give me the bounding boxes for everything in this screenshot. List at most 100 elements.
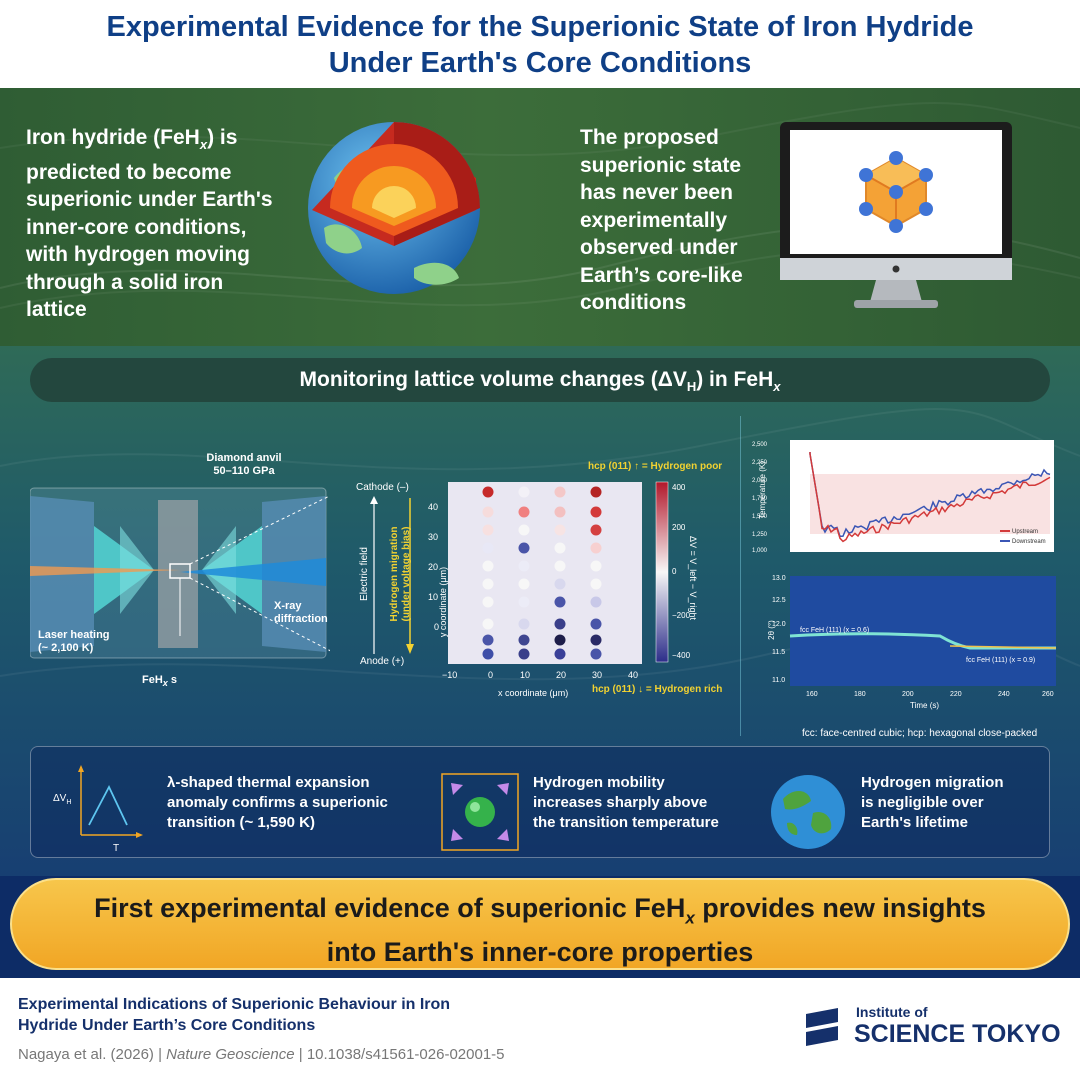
y-tick: 40 bbox=[428, 502, 438, 512]
map-dot bbox=[518, 618, 530, 630]
x-tick: 0 bbox=[488, 670, 493, 680]
xrd-x-tick: 240 bbox=[998, 691, 1010, 698]
findings-summary: ΔVH T λ-shaped thermal expansion anomaly … bbox=[30, 746, 1050, 858]
doi-link[interactable]: 10.1038/s41561-026-02001-5 bbox=[306, 1046, 505, 1063]
map-dot bbox=[518, 578, 530, 590]
lambda-x-axis-label: T bbox=[113, 843, 120, 854]
y-tick: 0 bbox=[434, 622, 439, 632]
y-axis-label: y coordinate (μm) bbox=[438, 566, 448, 638]
map-dot bbox=[518, 648, 530, 660]
footer: Experimental Indications of Superionic B… bbox=[0, 978, 1080, 1080]
xrd-y-tick: 11.0 bbox=[772, 677, 785, 684]
temp-y-tick: 1,250 bbox=[752, 532, 768, 538]
diamond-anvil-diagram bbox=[30, 487, 330, 659]
title-line-1: Experimental Evidence for the Superionic… bbox=[106, 11, 974, 43]
x-tick: 20 bbox=[556, 670, 566, 680]
logo-science-tokyo: SCIENCE TOKYO bbox=[854, 1020, 1061, 1048]
colorbar-tick: 200 bbox=[672, 523, 686, 532]
x-tick: 30 bbox=[592, 670, 602, 680]
xrd-x-tick: 180 bbox=[854, 691, 866, 698]
hydrogen-rich-note: hcp (011) ↓ = Hydrogen rich bbox=[592, 684, 723, 695]
lambda-anomaly-icon bbox=[78, 765, 143, 838]
anode-label: Anode (+) bbox=[360, 656, 405, 667]
xrd-x-tick: 260 bbox=[1042, 691, 1054, 698]
laser-heating-label: Laser heating (~ 2,100 K) bbox=[38, 629, 110, 654]
map-dot bbox=[554, 486, 566, 498]
page-title: Experimental Evidence for the Superionic… bbox=[0, 0, 1080, 81]
map-dot bbox=[590, 596, 602, 608]
map-dot bbox=[518, 634, 530, 646]
y-tick: 30 bbox=[428, 532, 438, 542]
map-dot bbox=[590, 634, 602, 646]
hydrogen-migration-label: Hydrogen migration (under voltage bias) bbox=[389, 526, 412, 622]
map-dot bbox=[518, 524, 530, 536]
lambda-y-axis-label: ΔVH bbox=[53, 793, 72, 806]
xray-diffraction-label: X-ray diffraction bbox=[274, 600, 328, 625]
map-dot bbox=[554, 634, 566, 646]
xrd-y-tick: 12.0 bbox=[772, 621, 786, 628]
intro-band: Iron hydride (FeHx) is predicted to beco… bbox=[0, 88, 1080, 346]
map-dot bbox=[482, 648, 494, 660]
hydrogen-mobility-icon bbox=[441, 773, 519, 851]
map-dot bbox=[482, 542, 494, 554]
xrd-y-tick: 13.0 bbox=[772, 575, 786, 582]
colorbar-tick: 400 bbox=[672, 483, 686, 492]
map-dot bbox=[554, 524, 566, 536]
map-dot bbox=[518, 542, 530, 554]
electric-field-arrow bbox=[370, 496, 378, 654]
cathode-label: Cathode (–) bbox=[356, 482, 409, 493]
map-dot bbox=[554, 618, 566, 630]
map-dot bbox=[482, 634, 494, 646]
map-dot bbox=[518, 486, 530, 498]
colorbar-tick: 0 bbox=[672, 567, 677, 576]
map-dot bbox=[590, 506, 602, 518]
x-tick: 10 bbox=[520, 670, 530, 680]
xrd-chart: 13.0 12.5 12.0 11.5 11.0 fcc FeH (111) (… bbox=[772, 575, 1057, 710]
intro-right-text: The proposed superionic state has never … bbox=[580, 126, 743, 314]
fcc-label: fcc FeH (111) (x = 0.6) bbox=[800, 627, 869, 634]
electric-field-label: Electric field bbox=[359, 547, 370, 601]
xrd-x-tick: 200 bbox=[902, 691, 914, 698]
paper-title: Experimental Indications of Superionic B… bbox=[18, 996, 451, 1034]
temp-y-tick: 2,500 bbox=[752, 442, 768, 448]
experiment-section: Monitoring lattice volume changes (ΔVH) … bbox=[0, 346, 1080, 876]
map-dot bbox=[554, 506, 566, 518]
y-tick: 20 bbox=[428, 562, 438, 572]
x-tick: 40 bbox=[628, 670, 638, 680]
temp-y-label: Temperature (K) bbox=[758, 461, 767, 519]
monitor-lattice-icon bbox=[780, 122, 1012, 308]
map-dot bbox=[590, 578, 602, 590]
temp-y-tick: 2,000 bbox=[752, 478, 768, 484]
sample-label: FeHx s bbox=[142, 674, 178, 689]
map-dot bbox=[590, 618, 602, 630]
title-line-2: Under Earth's Core Conditions bbox=[328, 47, 752, 79]
temp-y-tick: 1,750 bbox=[752, 496, 768, 502]
map-dot bbox=[590, 542, 602, 554]
diamond-anvil-label: Diamond anvil 50–110 GPa bbox=[206, 452, 282, 477]
temp-y-tick: 1,500 bbox=[752, 514, 768, 520]
lattice-volume-dot-map: 40 30 20 10 0 −10 0 10 20 30 40 x coordi… bbox=[428, 481, 691, 698]
y-tick: 10 bbox=[428, 592, 438, 602]
map-dot bbox=[518, 560, 530, 572]
legend-downstream: Downstream bbox=[1012, 539, 1046, 545]
legend-upstream: Upstream bbox=[1012, 529, 1038, 535]
map-dot bbox=[590, 486, 602, 498]
temp-y-tick: 2,250 bbox=[752, 460, 768, 466]
chart-divider bbox=[740, 416, 741, 736]
map-dot bbox=[554, 542, 566, 554]
x-axis-label: x coordinate (μm) bbox=[498, 688, 568, 698]
map-dot bbox=[482, 578, 494, 590]
finding-lambda-text: λ-shaped thermal expansion anomaly confir… bbox=[167, 774, 388, 831]
colorbar-label: ΔV = V_left − V_right bbox=[688, 535, 698, 621]
hydrogen-poor-note: hcp (011) ↑ = Hydrogen poor bbox=[588, 461, 723, 472]
temperature-chart: 2,500 2,250 2,000 1,750 1,500 1,250 1,00… bbox=[752, 440, 1054, 554]
xrd-y-label: 2θ (°) bbox=[767, 620, 776, 640]
temp-y-tick: 1,000 bbox=[752, 548, 768, 554]
section-title: Monitoring lattice volume changes (ΔVH) … bbox=[30, 358, 1050, 402]
x-tick: −10 bbox=[442, 670, 457, 680]
map-dot bbox=[590, 524, 602, 536]
earth-core-cutaway-icon bbox=[308, 122, 480, 294]
xrd-y-tick: 11.5 bbox=[772, 649, 785, 656]
globe-icon bbox=[771, 775, 845, 849]
map-dot bbox=[518, 596, 530, 608]
